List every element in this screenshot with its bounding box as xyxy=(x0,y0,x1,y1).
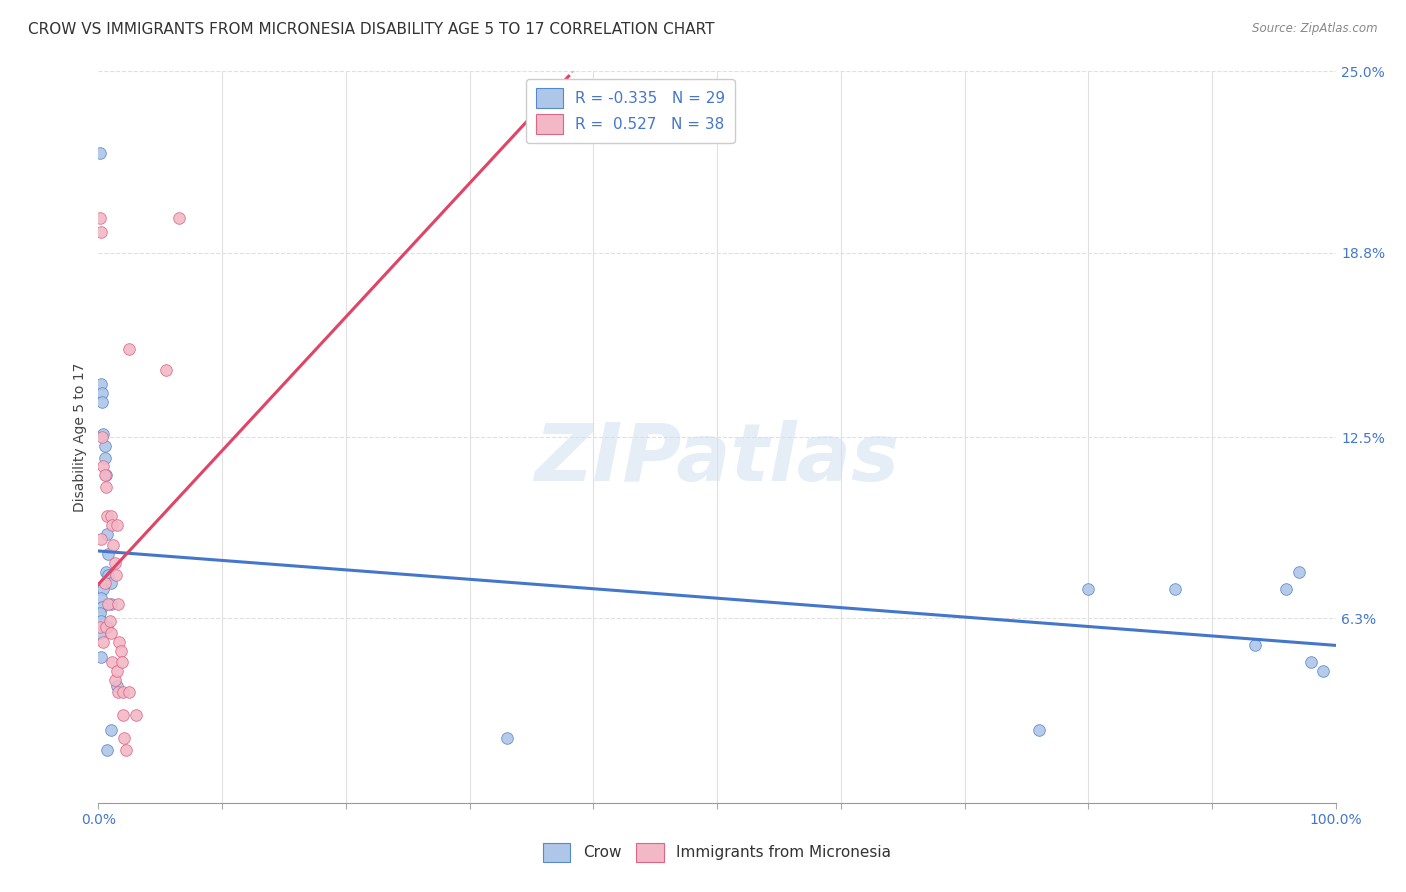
Point xyxy=(91,395,114,409)
Point xyxy=(101,656,124,670)
Point xyxy=(90,591,112,605)
Point xyxy=(97,567,120,582)
Point xyxy=(96,526,118,541)
Point xyxy=(1028,723,1050,737)
Point xyxy=(89,606,111,620)
Point xyxy=(93,582,115,597)
Point xyxy=(107,597,129,611)
Point xyxy=(96,620,118,634)
Point xyxy=(94,468,117,483)
Point xyxy=(118,343,141,357)
Point xyxy=(124,708,146,723)
Point xyxy=(89,626,111,640)
Point xyxy=(114,743,136,757)
Point xyxy=(89,146,111,161)
Point xyxy=(112,731,135,746)
Point xyxy=(105,517,128,532)
Point xyxy=(91,386,114,401)
Point xyxy=(93,459,115,474)
Point xyxy=(101,517,124,532)
Point xyxy=(1244,638,1267,652)
Point xyxy=(100,597,122,611)
Point xyxy=(94,620,117,634)
Point xyxy=(91,599,114,614)
Point xyxy=(108,635,131,649)
Point xyxy=(93,439,115,453)
Point xyxy=(1077,582,1099,597)
Point xyxy=(1299,656,1322,670)
Point xyxy=(90,615,112,629)
Point xyxy=(1288,565,1310,579)
Point xyxy=(90,649,112,664)
Point xyxy=(90,533,112,547)
Point xyxy=(112,684,135,698)
Point xyxy=(100,723,122,737)
Point xyxy=(103,673,125,687)
Point xyxy=(100,576,122,591)
Point xyxy=(105,679,128,693)
Point xyxy=(94,565,117,579)
Text: CROW VS IMMIGRANTS FROM MICRONESIA DISABILITY AGE 5 TO 17 CORRELATION CHART: CROW VS IMMIGRANTS FROM MICRONESIA DISAB… xyxy=(28,22,714,37)
Point xyxy=(90,225,112,239)
Text: Source: ZipAtlas.com: Source: ZipAtlas.com xyxy=(1253,22,1378,36)
Point xyxy=(93,576,115,591)
Point xyxy=(167,211,190,225)
Point xyxy=(90,377,112,392)
Point xyxy=(94,480,117,494)
Point xyxy=(100,509,122,524)
Point xyxy=(100,626,122,640)
Point xyxy=(103,556,125,570)
Point xyxy=(105,664,128,678)
Point xyxy=(118,684,141,698)
Point xyxy=(96,509,118,524)
Point xyxy=(103,538,125,552)
Legend: Crow, Immigrants from Micronesia: Crow, Immigrants from Micronesia xyxy=(537,837,897,868)
Point xyxy=(93,468,115,483)
Point xyxy=(1164,582,1187,597)
Point xyxy=(112,708,135,723)
Point xyxy=(89,211,111,225)
Point xyxy=(155,363,177,377)
Point xyxy=(1312,664,1334,678)
Point xyxy=(98,615,121,629)
Point xyxy=(111,656,134,670)
Point xyxy=(89,620,111,634)
Point xyxy=(93,427,115,442)
Point xyxy=(96,743,118,757)
Point xyxy=(107,684,129,698)
Point xyxy=(495,731,517,746)
Point xyxy=(97,547,120,561)
Point xyxy=(104,567,127,582)
Text: ZIPatlas: ZIPatlas xyxy=(534,420,900,498)
Point xyxy=(93,635,115,649)
Point xyxy=(110,643,132,657)
Point xyxy=(93,450,115,465)
Y-axis label: Disability Age 5 to 17: Disability Age 5 to 17 xyxy=(73,362,87,512)
Point xyxy=(91,430,114,444)
Point xyxy=(97,597,120,611)
Point xyxy=(1275,582,1298,597)
